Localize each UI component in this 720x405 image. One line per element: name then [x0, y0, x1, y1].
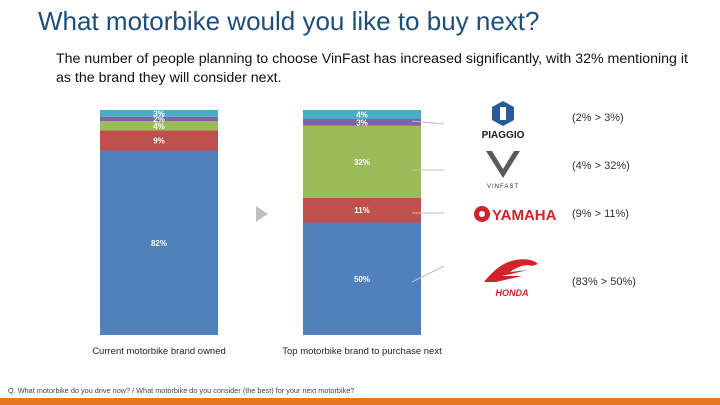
- bar-label-honda-1: 50%: [354, 275, 370, 284]
- bar-label-other-0: 3%: [153, 109, 165, 118]
- leader-line-honda: [411, 265, 445, 283]
- bar-segment-yamaha-1: [303, 197, 421, 223]
- bar-label-yamaha-0: 9%: [153, 136, 165, 145]
- category-label-next: Top motorbike brand to purchase next: [282, 346, 442, 357]
- bar-label-honda-0: 82%: [151, 239, 167, 248]
- bar-segment-honda-0: [100, 150, 218, 335]
- bar-segment-other-0: [100, 110, 218, 117]
- vinfast-v-icon: [486, 151, 520, 178]
- bar-segment-other-1: [303, 110, 421, 119]
- bar-label-yamaha-1: 11%: [354, 206, 370, 215]
- bar-label-vinfast-0: 4%: [153, 122, 165, 131]
- yamaha-wordmark: YAMAHA: [492, 207, 557, 224]
- vinfast-wordmark: VINFAST: [487, 184, 519, 190]
- bar-label-vinfast-1: 32%: [354, 158, 370, 167]
- category-label-current: Current motorbike brand owned: [92, 346, 226, 357]
- bar-label-piaggio-1: 3%: [356, 118, 368, 127]
- honda-wordmark: HONDA: [496, 288, 529, 298]
- vinfast-logo: VINFAST: [478, 148, 528, 190]
- bar-segment-vinfast-1: [303, 125, 421, 198]
- change-vinfast: (4% > 32%): [572, 160, 630, 172]
- page-subtitle: The number of people planning to choose …: [56, 51, 688, 86]
- yamaha-logo: YAMAHA: [472, 202, 562, 226]
- honda-wing-icon: [484, 259, 538, 282]
- bar-label-piaggio-0: 2%: [153, 115, 165, 124]
- leader-line-piaggio: [411, 120, 445, 125]
- change-piaggio: (2% > 3%): [572, 112, 624, 124]
- page-title: What motorbike would you like to buy nex…: [38, 6, 540, 36]
- footnote: Q. What motorbike do you drive now? / Wh…: [8, 386, 355, 395]
- next-arrow-icon: [256, 206, 268, 222]
- bar-segment-piaggio-0: [100, 116, 218, 122]
- bar-segment-piaggio-1: [303, 119, 421, 126]
- bar-label-other-1: 4%: [356, 111, 368, 120]
- bar-segment-vinfast-0: [100, 121, 218, 131]
- piaggio-logo: PIAGGIO: [472, 100, 534, 142]
- accent-bar: [0, 398, 720, 405]
- piaggio-wordmark: PIAGGIO: [482, 130, 525, 141]
- honda-logo: HONDA: [482, 252, 542, 302]
- change-honda: (83% > 50%): [572, 276, 636, 288]
- bar-segment-honda-1: [303, 222, 421, 335]
- change-yamaha: (9% > 11%): [572, 208, 629, 220]
- bar-segment-yamaha-0: [100, 130, 218, 151]
